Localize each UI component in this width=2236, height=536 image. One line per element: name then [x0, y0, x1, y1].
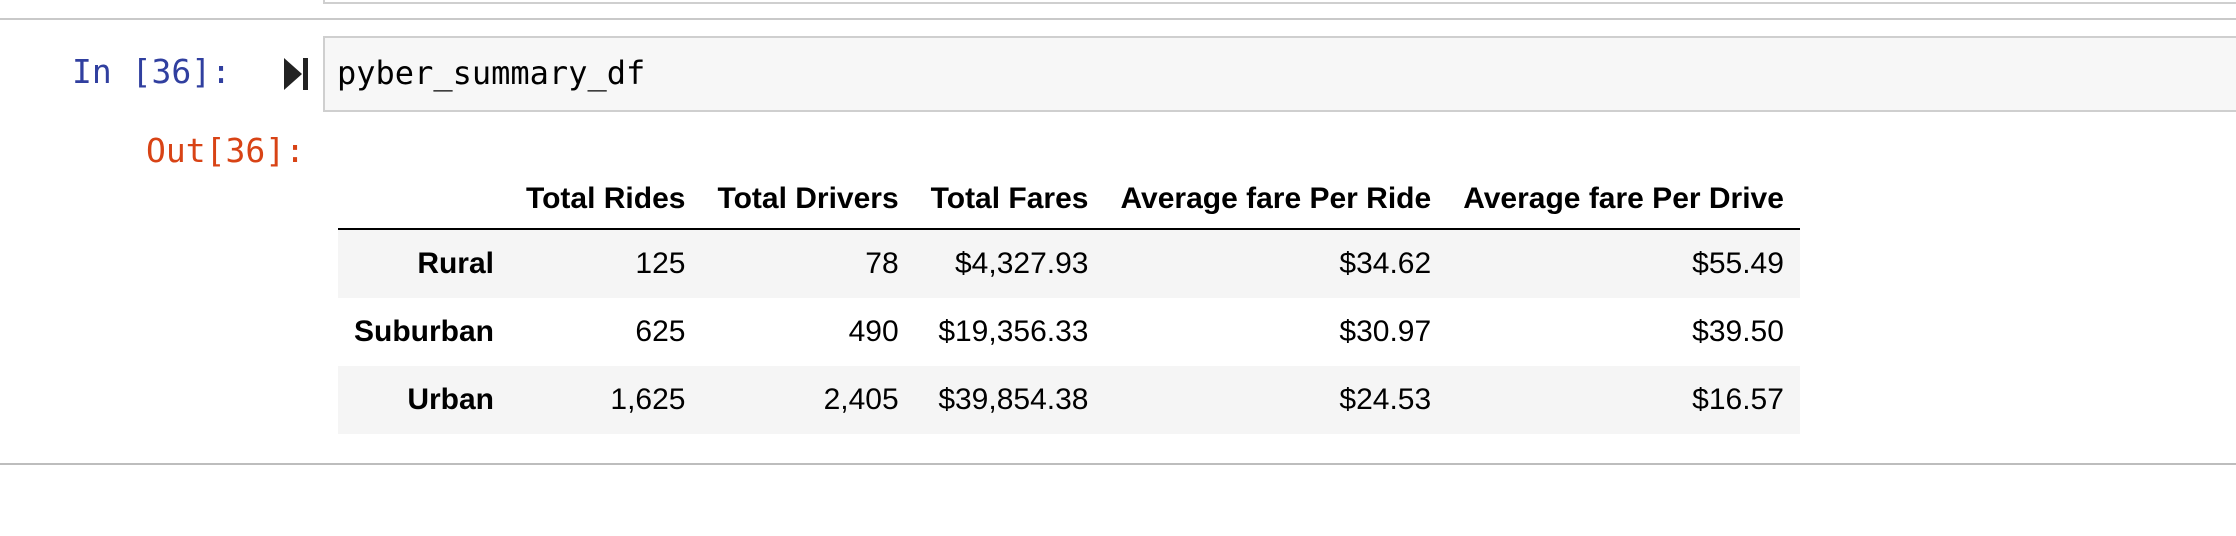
row-index: Rural [417, 247, 494, 280]
table-cell: $19,356.33 [938, 315, 1089, 348]
table-cell: $24.53 [1339, 383, 1432, 416]
table-cell: 1,625 [610, 383, 686, 416]
row-index: Urban [407, 383, 494, 416]
table-header-row: Total Rides Total Drivers Total Fares Av… [338, 170, 1800, 230]
column-header: Average fare Per Drive [1447, 170, 1800, 230]
table-row: Rural 125 78 $4,327.93 $34.62 $55.49 [338, 229, 1800, 298]
column-header: Average fare Per Ride [1104, 170, 1448, 230]
table-cell: 125 [635, 247, 686, 280]
table-cell: 625 [635, 315, 686, 348]
cell-bottom-divider [0, 463, 2236, 465]
dataframe-table: Total Rides Total Drivers Total Fares Av… [338, 170, 1800, 434]
column-header: Total Rides [510, 170, 702, 230]
output-prompt: Out[36]: [146, 131, 305, 170]
table-cell: $4,327.93 [955, 247, 1089, 280]
table-cell: 78 [865, 247, 899, 280]
table-cell: 2,405 [823, 383, 899, 416]
table-cell: $39,854.38 [938, 383, 1089, 416]
table-row: Urban 1,625 2,405 $39,854.38 $24.53 $16.… [338, 366, 1800, 434]
table-cell: $39.50 [1692, 315, 1784, 348]
table-cell: $30.97 [1339, 315, 1432, 348]
input-prompt: In [36]: [72, 52, 231, 91]
column-header: Total Drivers [701, 170, 915, 230]
run-cell-icon[interactable] [282, 56, 310, 92]
table-cell: 490 [848, 315, 899, 348]
table-cell: $16.57 [1692, 383, 1784, 416]
table-row: Suburban 625 490 $19,356.33 $30.97 $39.5… [338, 298, 1800, 366]
row-index: Suburban [354, 315, 494, 348]
index-header [338, 170, 510, 230]
column-header: Total Fares [914, 170, 1105, 230]
table-cell: $55.49 [1692, 247, 1784, 280]
previous-cell-divider [0, 18, 2236, 20]
table-cell: $34.62 [1339, 247, 1432, 280]
code-input[interactable]: pyber_summary_df [323, 36, 2236, 112]
previous-cell-edge [323, 0, 2236, 4]
